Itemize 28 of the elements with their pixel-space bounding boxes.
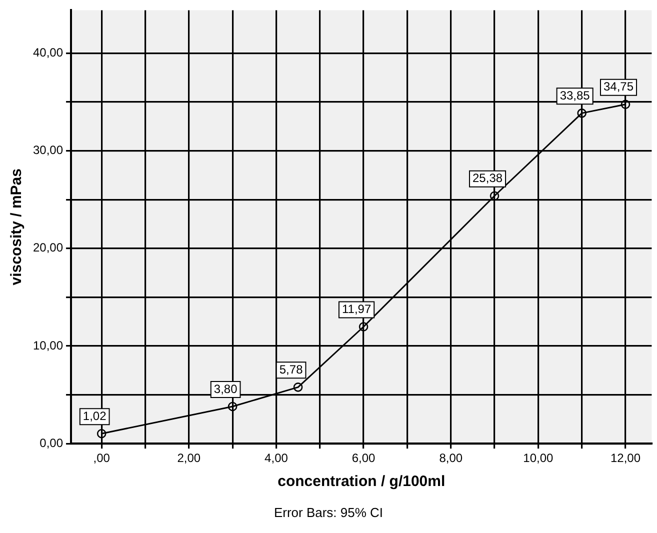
x-tick-label: 8,00	[439, 451, 463, 466]
point	[96, 428, 106, 438]
data-label: 3,80	[214, 382, 238, 396]
x-tick-label: 4,00	[264, 451, 288, 466]
y-tick-label: 40,00	[33, 45, 64, 60]
x-tick-label: ,00	[93, 451, 110, 466]
data-label: 25,38	[472, 171, 503, 186]
y-tick-label: 30,00	[33, 143, 64, 158]
y-tick-label: 20,00	[33, 240, 64, 255]
y-axis-title: viscosity / mPas	[8, 168, 26, 286]
y-tick-label: 10,00	[33, 338, 64, 352]
point	[577, 108, 586, 118]
data-label: 33,85	[560, 88, 590, 102]
data-label: 1,02	[82, 408, 107, 423]
x-tick-label: 6,00	[352, 451, 376, 466]
x-tick-label: 12,00	[610, 451, 641, 466]
point	[620, 100, 630, 110]
data-label: 11,97	[342, 302, 372, 316]
x-axis-title: concentration / g/100ml	[278, 473, 446, 490]
y-tick-label: 0,00	[40, 436, 64, 450]
data-label: 34,75	[603, 80, 634, 94]
point	[293, 382, 303, 392]
point	[228, 402, 238, 412]
x-tick-label: 10,00	[523, 451, 554, 466]
data-label: 5,78	[279, 362, 304, 376]
point	[358, 322, 368, 332]
x-tick-label: 2,00	[177, 451, 201, 466]
text: Error Bars: 95% CI	[272, 505, 384, 520]
